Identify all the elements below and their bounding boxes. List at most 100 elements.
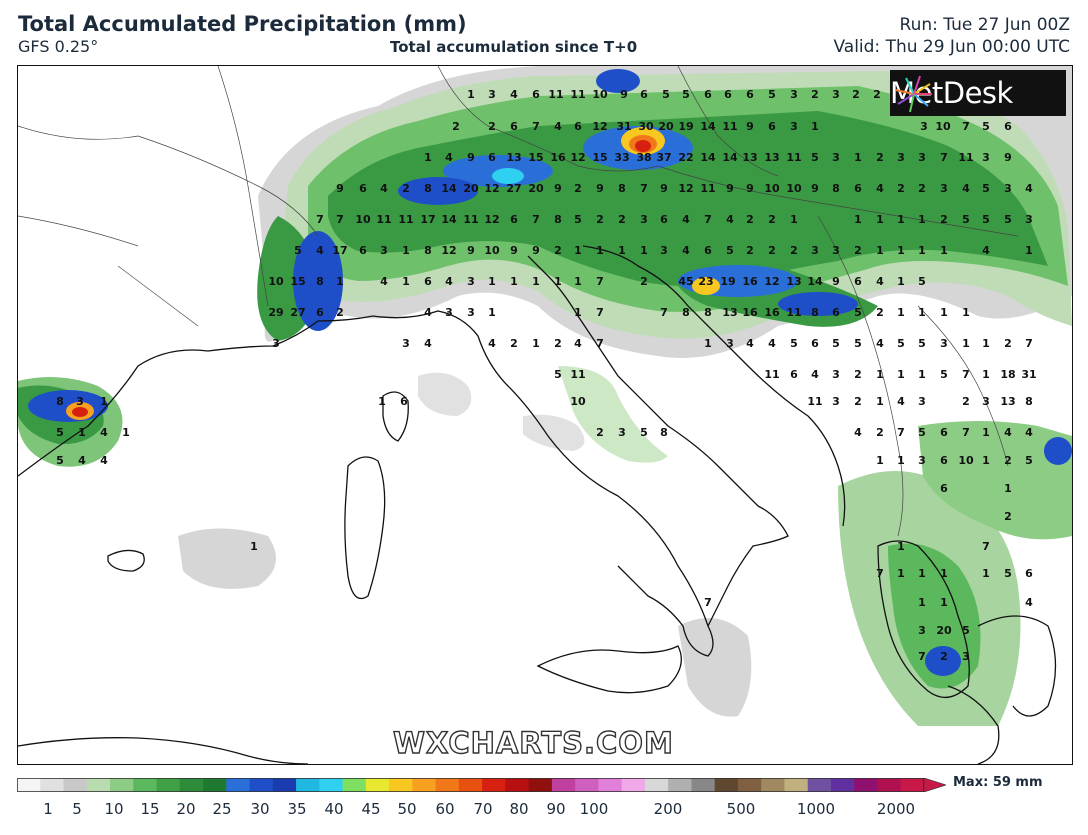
precip-value-label: 4 [1025,182,1033,195]
precip-value-label: 2 [876,426,884,439]
precip-value-label: 3 [832,88,840,101]
precip-value-label: 1 [897,454,905,467]
precip-value-label: 1 [918,567,926,580]
precip-value-label: 5 [1004,213,1012,226]
colorbar-tick-label: 5 [72,800,82,818]
precip-value-label: 13 [1000,395,1015,408]
precip-value-label: 6 [704,88,712,101]
precip-value-label: 10 [268,275,284,288]
precip-value-label: 7 [532,120,540,133]
colorbar-swatch [482,778,506,792]
colorbar-tick-label: 25 [212,800,232,818]
precip-value-label: 12 [484,182,499,195]
precip-value-label: 17 [420,213,435,226]
valid-time: Valid: Thu 29 Jun 00:00 UTC [833,37,1070,57]
precip-value-label: 12 [592,120,607,133]
precip-value-label: 1 [876,395,884,408]
precip-value-label: 1 [854,151,862,164]
precip-value-label: 11 [786,306,801,319]
precip-value-label: 7 [918,650,926,663]
precip-value-label: 20 [658,120,674,133]
colorbar-swatch [133,778,158,792]
precip-value-label: 3 [897,151,905,164]
precip-value-label: 9 [596,182,604,195]
precip-value-label: 31 [1021,368,1036,381]
colorbar-tick-label: 40 [324,800,344,818]
precip-value-label: 3 [467,275,475,288]
precip-value-label: 4 [768,337,776,350]
colorbar-swatch [342,778,367,792]
colorbar-swatch [249,778,274,792]
precip-value-label: 20 [463,182,479,195]
precip-value-label: 6 [940,482,948,495]
colorbar-swatch [691,778,716,792]
precip-value-label: 4 [1004,426,1012,439]
precip-value-label: 15 [592,151,607,164]
precip-value-label: 1 [1004,482,1012,495]
precip-value-label: 2 [1004,337,1012,350]
precip-value-label: 9 [467,244,475,257]
precip-value-label: 5 [56,454,64,467]
colorbar-tick-label: 50 [397,800,417,818]
precip-value-label: 7 [704,596,712,609]
colorbar-swatch [877,778,902,792]
precip-value-label: 2 [811,88,819,101]
model-label: GFS 0.25° [18,37,99,56]
colorbar-swatch [621,778,646,792]
precip-value-label: 8 [704,306,712,319]
precip-value-label: 14 [441,213,457,226]
precip-value-label: 6 [746,88,754,101]
precip-value-label: 1 [532,337,540,350]
precip-value-label: 4 [897,395,905,408]
precip-value-label: 7 [704,213,712,226]
colorbar-swatch [40,778,65,792]
precip-value-label: 3 [982,151,990,164]
colorbar-tick-label: 2000 [876,800,916,818]
precip-value-label: 4 [1025,426,1033,439]
precip-value-label: 11 [570,368,585,381]
colorbar-swatch [505,778,530,792]
precip-value-label: 5 [1025,454,1033,467]
precip-value-label: 3 [380,244,388,257]
colorbar-extend-arrow [924,778,946,792]
precip-value-label: 12 [678,182,693,195]
precip-value-label: 8 [424,182,432,195]
precip-value-label: 2 [940,650,948,663]
precip-value-label: 5 [918,426,926,439]
precip-value-label: 5 [918,275,926,288]
precip-value-label: 1 [876,454,884,467]
precip-value-label: 7 [532,213,540,226]
precip-value-label: 33 [614,151,629,164]
precip-value-label: 1 [940,306,948,319]
precip-value-label: 2 [618,213,626,226]
precip-value-label: 7 [962,426,970,439]
metdesk-star-icon [895,75,932,113]
precip-value-label: 9 [726,182,734,195]
precip-value-label: 2 [852,88,860,101]
precip-value-label: 2 [554,244,562,257]
colorbar-swatch [63,778,88,792]
precip-value-label: 3 [467,306,475,319]
precip-value-label: 1 [962,306,970,319]
precip-value-label: 15 [290,275,305,288]
precip-value-label: 10 [484,244,500,257]
precip-value-label: 19 [720,275,735,288]
precip-value-label: 4 [682,244,690,257]
precip-value-label: 5 [640,426,648,439]
precip-value-label: 1 [982,426,990,439]
colorbar-swatch [737,778,762,792]
precip-value-label: 6 [832,306,840,319]
precip-value-label: 5 [962,213,970,226]
precip-value-label: 9 [620,88,628,101]
precip-value-label: 6 [1025,567,1033,580]
colorbar-swatch [389,778,413,792]
precip-value-label: 1 [532,275,540,288]
colorbar-tick-label: 200 [653,800,683,818]
precip-value-label: 5 [554,368,562,381]
precip-value-label: 2 [854,395,862,408]
precip-value-label: 10 [935,120,951,133]
precip-value-label: 3 [618,426,626,439]
precipitation-map[interactable]: 1 3 4 6 11 11 10 9 6 5 5 6 6 6 5 3 2 3 2 2 2 2 6 7 4 6 12 31 30 20 19 1… [17,65,1073,765]
precip-value-label: 4 [682,213,690,226]
colorbar-swatch [435,778,460,792]
